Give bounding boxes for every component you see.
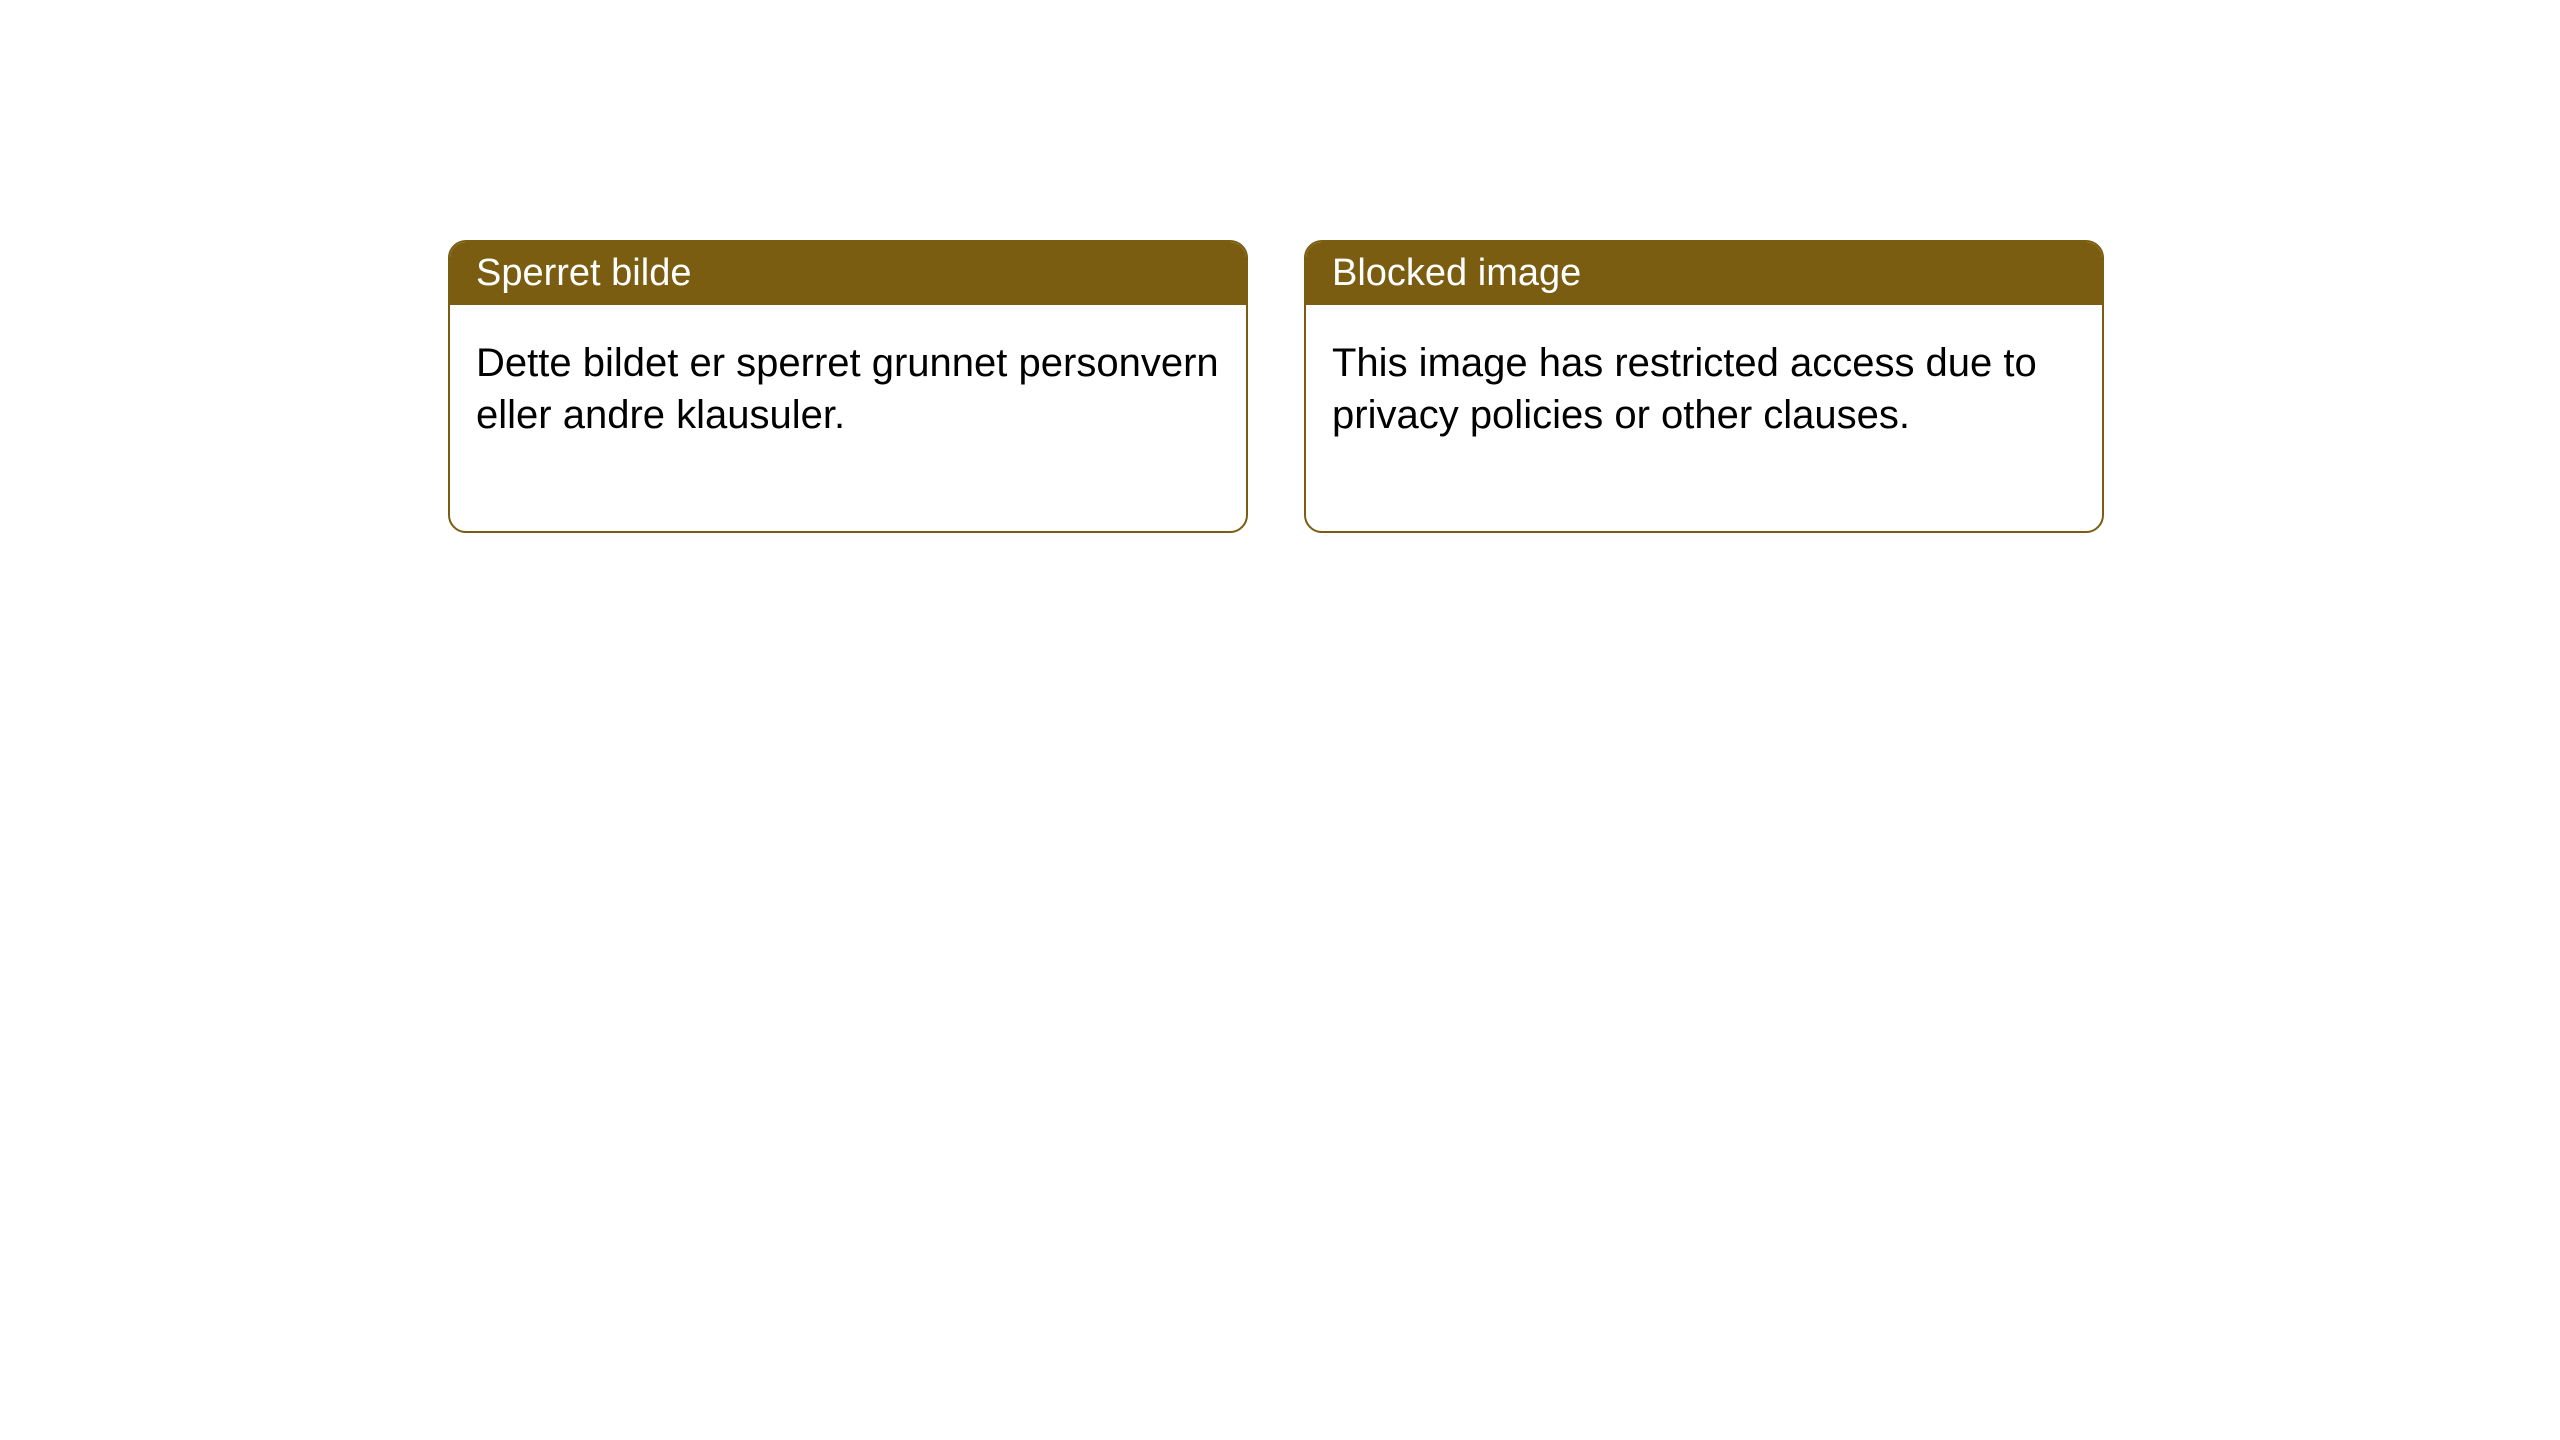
notice-title-no: Sperret bilde xyxy=(450,242,1246,305)
notice-body-no: Dette bildet er sperret grunnet personve… xyxy=(450,305,1246,531)
notice-card-en: Blocked image This image has restricted … xyxy=(1304,240,2104,533)
notice-card-no: Sperret bilde Dette bildet er sperret gr… xyxy=(448,240,1248,533)
notice-container: Sperret bilde Dette bildet er sperret gr… xyxy=(448,240,2104,533)
notice-title-en: Blocked image xyxy=(1306,242,2102,305)
notice-body-en: This image has restricted access due to … xyxy=(1306,305,2102,531)
